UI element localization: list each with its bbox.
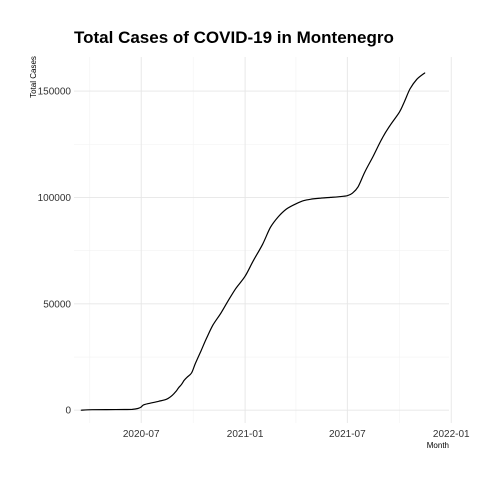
y-tick-label-0: 0 xyxy=(65,406,71,417)
y-axis-label: Total Cases xyxy=(29,56,38,98)
series-line-0 xyxy=(80,72,426,411)
y-tick-labels: 0 50000 100000 150000 xyxy=(38,87,72,417)
x-tick-label-0: 2020-07 xyxy=(123,429,160,440)
x-tick-label-3: 2022-01 xyxy=(433,429,470,440)
x-axis-label: Month xyxy=(427,441,449,450)
x-tick-label-2: 2021-07 xyxy=(329,429,366,440)
grid xyxy=(74,57,452,423)
x-tick-labels: 2020-07 2021-01 2021-07 2022-01 xyxy=(123,429,470,440)
y-tick-label-2: 100000 xyxy=(38,193,72,204)
series-group xyxy=(80,72,426,411)
x-tick-label-1: 2021-01 xyxy=(227,429,264,440)
y-tick-label-3: 150000 xyxy=(38,87,72,98)
y-tick-label-1: 50000 xyxy=(43,299,71,310)
chart-title: Total Cases of COVID-19 in Montenegro xyxy=(74,28,394,47)
